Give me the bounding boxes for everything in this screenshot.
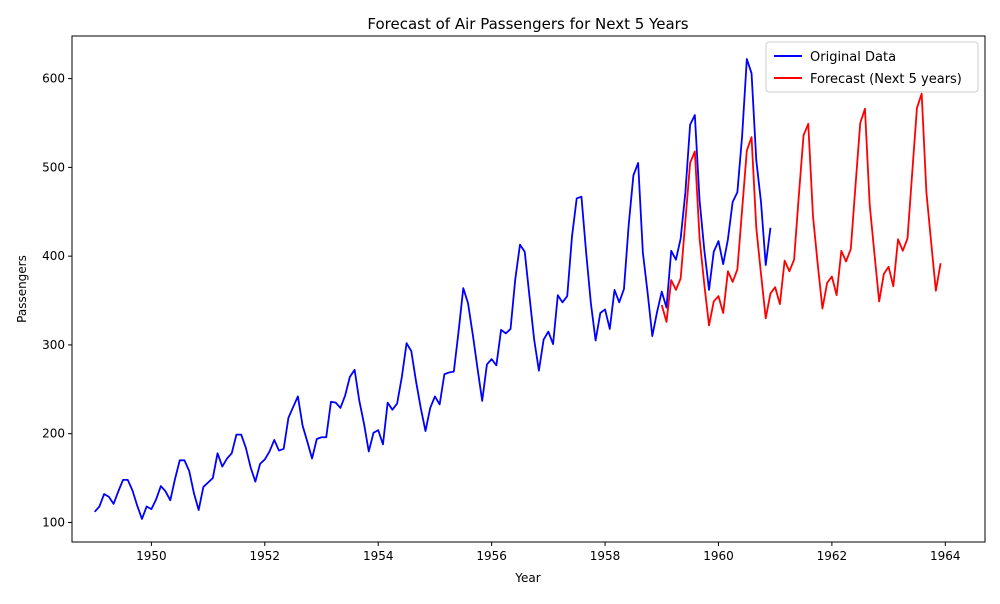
x-axis-label: Year <box>514 571 540 585</box>
x-tick-label: 1962 <box>817 549 848 563</box>
y-axis-label: Passengers <box>15 255 29 323</box>
series-line-forecast <box>660 92 942 327</box>
legend-label-forecast: Forecast (Next 5 years) <box>810 72 962 87</box>
x-tick-label: 1956 <box>476 549 507 563</box>
legend: Original Data Forecast (Next 5 years) <box>765 41 979 93</box>
chart-title: Forecast of Air Passengers for Next 5 Ye… <box>367 15 688 33</box>
x-tick-label: 1954 <box>363 549 394 563</box>
y-tick-label: 400 <box>42 249 65 263</box>
x-axis-ticks: 1950 1952 1954 1956 1958 1960 1962 1964 <box>136 542 961 563</box>
x-tick-label: 1950 <box>136 549 167 563</box>
x-tick-label: 1952 <box>250 549 281 563</box>
x-tick-label: 1960 <box>703 549 734 563</box>
legend-label-original-data: Original Data <box>810 50 896 65</box>
series-layer <box>94 58 942 520</box>
y-axis-ticks: 100 200 300 400 500 600 <box>42 72 72 529</box>
y-tick-label: 100 <box>42 515 65 529</box>
y-tick-label: 200 <box>42 427 65 441</box>
y-tick-label: 300 <box>42 338 65 352</box>
x-tick-label: 1964 <box>930 549 961 563</box>
y-tick-label: 500 <box>42 160 65 174</box>
plot-frame <box>71 35 986 543</box>
legend-box <box>765 41 979 93</box>
series-line-original-data <box>94 58 772 520</box>
y-tick-label: 600 <box>42 72 65 86</box>
x-tick-label: 1958 <box>590 549 621 563</box>
